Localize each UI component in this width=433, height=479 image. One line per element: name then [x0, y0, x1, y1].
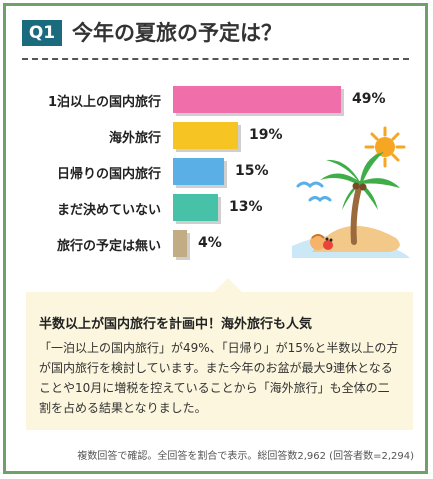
comment-box: 半数以上が国内旅行を計画中！海外旅行も人気 「一泊以上の国内旅行」が49%、「日… — [26, 278, 413, 430]
bar-value-label: 4% — [198, 235, 222, 251]
bar — [173, 86, 341, 113]
bar-label: 日帰りの国内旅行 — [56, 167, 161, 182]
bar-value-label: 15% — [235, 163, 269, 179]
survey-footnote: 複数回答で確認。全回答を割合で表示。総回答数2,962 (回答者数=2,294) — [77, 451, 414, 462]
question-badge: Q1 — [22, 20, 62, 46]
comment-pointer — [214, 278, 242, 292]
question-title: 今年の夏旅の予定は？ — [72, 21, 282, 45]
bar — [173, 194, 218, 221]
bar-chart: 1泊以上の国内旅行 49% 海外旅行 19% 日帰りの国内旅行 15% まだ決めていない 13… — [6, 72, 431, 262]
bar — [173, 158, 224, 185]
bar-label: 1泊以上の国内旅行 — [47, 95, 161, 110]
bar-value-label: 19% — [249, 127, 283, 143]
hermit-crab-icon — [310, 234, 333, 250]
survey-card: Q1 今年の夏旅の予定は？ 1泊以上の国内旅行 49% 海外旅行 19% 日帰りの国内旅… — [3, 3, 428, 474]
bar-value-label: 49% — [352, 91, 386, 107]
bar — [173, 230, 187, 257]
dashed-divider — [22, 58, 409, 60]
tropical-island-icon — [292, 126, 410, 258]
palm-trunk — [350, 181, 363, 245]
bar-label: 海外旅行 — [108, 131, 161, 146]
bar-label: 旅行の予定は無い — [56, 239, 161, 254]
comment-body: 「一泊以上の国内旅行」が49%、「日帰り」が15%と半数以上の方が国内旅行を検討… — [39, 341, 399, 415]
bar-label: まだ決めていない — [56, 203, 161, 218]
bar — [173, 122, 238, 149]
bird-icon — [296, 181, 324, 189]
comment-heading: 半数以上が国内旅行を計画中！海外旅行も人気 — [39, 317, 313, 332]
bar-value-label: 13% — [229, 199, 263, 215]
